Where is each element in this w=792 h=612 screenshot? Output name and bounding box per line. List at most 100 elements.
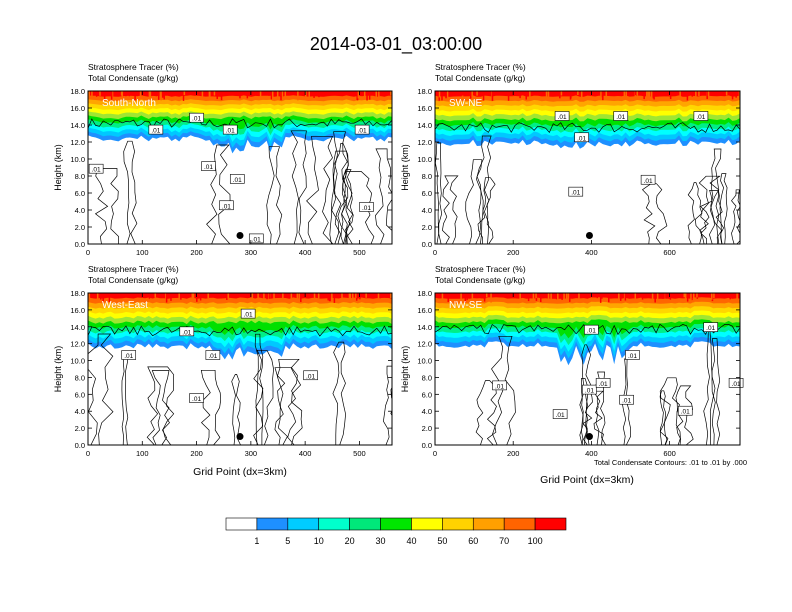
tracer-streak: [625, 91, 627, 100]
tracer-streak: [464, 293, 467, 303]
tracer-streak: [491, 91, 494, 101]
svg-text:.01: .01: [362, 205, 371, 212]
tracer-streak: [281, 91, 284, 101]
tracer-streak: [305, 91, 307, 98]
y-tick-label: 0.0: [75, 441, 85, 450]
colorbar-swatch: [503, 517, 536, 531]
x-tick-label: 0: [433, 449, 437, 458]
condensate-contours: [88, 118, 392, 244]
tracer-streak: [157, 293, 160, 298]
tracer-streak: [540, 293, 542, 303]
location-marker: [585, 232, 593, 239]
tracer-streak: [545, 91, 548, 100]
condensate-contour: [94, 168, 119, 244]
tracer-streak: [163, 91, 165, 100]
tracer-streak: [121, 91, 124, 101]
tracer-streak: [568, 293, 571, 302]
colorbar-label: 60: [468, 536, 478, 546]
x-tick-label: 300: [245, 449, 258, 458]
tracer-streak: [711, 293, 713, 300]
tracer-streak: [601, 293, 603, 299]
tracer-streak: [246, 91, 249, 99]
y-tick-label: 0.0: [422, 240, 432, 249]
y-tick-label: 4.0: [422, 206, 432, 215]
tracer-streak: [647, 91, 650, 98]
svg-text:.01: .01: [358, 128, 367, 135]
tracer-streak: [683, 293, 686, 298]
svg-text:.01: .01: [732, 381, 741, 388]
tracer-fill: [88, 91, 392, 154]
y-tick-label: 10.0: [70, 155, 85, 164]
tracer-streak: [125, 91, 127, 97]
contour-label: .01: [88, 163, 104, 174]
svg-text:.01: .01: [92, 167, 101, 174]
condensate-contour: [383, 365, 392, 445]
contour-label: .01: [625, 350, 640, 360]
tracer-streak: [651, 293, 654, 302]
tracer-streak: [317, 293, 320, 302]
subtitle-condensate: Total Condensate (g/kg): [88, 275, 178, 285]
tracer-streak: [157, 91, 160, 100]
condensate-contour: [731, 189, 740, 244]
tracer-streak: [88, 91, 90, 99]
y-tick-label: 14.0: [70, 121, 85, 130]
tracer-streak: [128, 91, 131, 97]
y-tick-label: 12.0: [417, 138, 432, 147]
y-tick-label: 16.0: [70, 306, 85, 315]
tracer-streak: [327, 293, 329, 301]
panel-west-east: Stratosphere Tracer (%)Total Condensate …: [53, 264, 393, 458]
tracer-streak: [213, 91, 216, 96]
tracer-streak: [351, 293, 354, 301]
x-tick-label: 100: [136, 449, 149, 458]
tracer-streak: [447, 293, 449, 303]
tracer-fill: [435, 91, 740, 149]
tracer-streak: [636, 91, 639, 96]
colorbar-label: 5: [285, 536, 290, 546]
tracer-streak: [335, 293, 337, 299]
colorbar-label: 50: [437, 536, 447, 546]
contour-label: .01: [303, 370, 318, 380]
tracer-streak: [596, 293, 599, 299]
tracer-streak: [560, 91, 563, 96]
tracer-streak: [199, 293, 202, 301]
tracer-streak: [239, 91, 241, 99]
xlabel-left: Grid Point (dx=3km): [193, 466, 287, 478]
panel-south-north: Stratosphere Tracer (%)Total Condensate …: [53, 62, 393, 257]
tracer-streak: [196, 293, 198, 302]
tracer-streak: [669, 91, 672, 100]
panel-sw-ne: Stratosphere Tracer (%)Total Condensate …: [400, 62, 741, 257]
tracer-fill: [88, 293, 392, 360]
tracer-streak: [735, 91, 737, 98]
tracer-streak: [298, 293, 300, 303]
tracer-streak: [165, 293, 168, 303]
svg-text:.01: .01: [495, 383, 504, 390]
tracer-streak: [308, 91, 310, 98]
location-marker: [236, 232, 244, 239]
tracer-streak: [669, 293, 672, 300]
y-tick-label: 6.0: [422, 189, 432, 198]
tracer-streak: [282, 293, 284, 303]
tracer-streak: [102, 293, 104, 302]
tracer-streak: [668, 293, 670, 299]
tracer-streak: [605, 91, 608, 96]
y-tick-label: 18.0: [70, 289, 85, 298]
tracer-streak: [368, 91, 371, 100]
y-tick-label: 18.0: [417, 289, 432, 298]
tracer-streak: [567, 293, 570, 301]
svg-text:.01: .01: [244, 312, 253, 319]
colorbar-swatch: [256, 517, 289, 531]
svg-text:.01: .01: [587, 328, 596, 335]
tracer-streak: [652, 91, 655, 99]
tracer-streak: [602, 91, 604, 101]
tracer-streak: [499, 91, 501, 96]
tracer-streak: [736, 293, 738, 303]
y-tick-label: 8.0: [75, 172, 85, 181]
colorbar-swatch: [380, 517, 412, 531]
colorbar-swatch: [318, 517, 350, 531]
x-tick-label: 0: [86, 449, 90, 458]
panels: Stratosphere Tracer (%)Total Condensate …: [53, 62, 744, 458]
contour-label: .01: [179, 326, 195, 336]
x-tick-label: 200: [190, 449, 203, 458]
tracer-streak: [441, 91, 443, 101]
contour-label: .01: [201, 161, 216, 171]
